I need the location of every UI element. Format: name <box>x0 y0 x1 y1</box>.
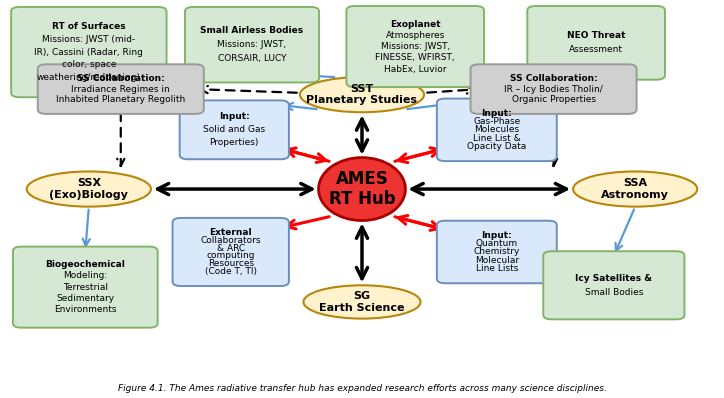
Text: Quantum: Quantum <box>476 239 518 248</box>
FancyBboxPatch shape <box>437 221 557 283</box>
Text: color, space: color, space <box>62 60 116 69</box>
Ellipse shape <box>27 172 151 207</box>
Text: Input:: Input: <box>219 112 250 121</box>
FancyBboxPatch shape <box>185 7 319 82</box>
Text: Missions: JWST,: Missions: JWST, <box>381 42 450 51</box>
Text: Chemistry: Chemistry <box>473 248 520 256</box>
Ellipse shape <box>573 172 697 207</box>
Text: Molecules: Molecules <box>474 125 519 135</box>
Text: External: External <box>209 228 252 237</box>
Text: Resources: Resources <box>208 259 254 268</box>
FancyBboxPatch shape <box>180 100 289 159</box>
FancyBboxPatch shape <box>346 6 484 87</box>
Text: Small Airless Bodies: Small Airless Bodies <box>201 26 303 35</box>
FancyBboxPatch shape <box>11 7 167 97</box>
FancyBboxPatch shape <box>437 99 557 161</box>
Text: & ARC: & ARC <box>216 244 245 253</box>
Text: HabEx, Luvior: HabEx, Luvior <box>384 64 447 74</box>
Text: Molecular: Molecular <box>475 256 519 265</box>
Text: weathering/reddening): weathering/reddening) <box>37 73 141 82</box>
FancyBboxPatch shape <box>13 247 158 328</box>
FancyBboxPatch shape <box>543 251 684 319</box>
Text: NEO Threat: NEO Threat <box>567 31 626 40</box>
FancyBboxPatch shape <box>172 218 289 286</box>
Text: Gas-Phase: Gas-Phase <box>473 117 521 126</box>
Text: Irradiance Regimes in: Irradiance Regimes in <box>72 85 170 94</box>
Text: Organic Properties: Organic Properties <box>512 95 596 104</box>
Text: CORSAIR, LUCY: CORSAIR, LUCY <box>218 54 286 63</box>
Text: Missions: JWST,: Missions: JWST, <box>217 40 287 49</box>
Text: FINESSE, WFIRST,: FINESSE, WFIRST, <box>376 53 455 62</box>
Text: Icy Satellites &: Icy Satellites & <box>576 274 652 283</box>
Text: Line List &: Line List & <box>473 134 521 143</box>
Text: Sedimentary: Sedimentary <box>56 294 114 303</box>
Text: computing: computing <box>206 251 255 260</box>
Text: Figure 4.1. The Ames radiative transfer hub has expanded research efforts across: Figure 4.1. The Ames radiative transfer … <box>117 384 607 393</box>
Text: SSA
Astronomy: SSA Astronomy <box>601 178 669 200</box>
Text: Biogeochemical: Biogeochemical <box>46 260 125 269</box>
Text: Terrestrial: Terrestrial <box>63 283 108 292</box>
Text: Inhabited Planetary Regolith: Inhabited Planetary Regolith <box>56 95 185 104</box>
Text: (Code T, TI): (Code T, TI) <box>205 267 257 276</box>
FancyBboxPatch shape <box>471 64 636 114</box>
FancyBboxPatch shape <box>527 6 665 80</box>
Ellipse shape <box>303 285 421 318</box>
Text: Input:: Input: <box>481 109 512 117</box>
Text: Collaborators: Collaborators <box>201 236 261 245</box>
Text: Small Bodies: Small Bodies <box>585 288 643 297</box>
Text: RT of Surfaces: RT of Surfaces <box>52 22 126 31</box>
Text: AMES
RT Hub: AMES RT Hub <box>329 170 395 209</box>
Text: Opacity Data: Opacity Data <box>467 142 526 151</box>
Text: Missions: JWST (mid-: Missions: JWST (mid- <box>42 35 135 44</box>
Text: Solid and Gas: Solid and Gas <box>203 125 266 135</box>
FancyBboxPatch shape <box>38 64 203 114</box>
Text: SS Collaboration:: SS Collaboration: <box>510 74 597 83</box>
Text: SS Collaboration:: SS Collaboration: <box>77 74 164 83</box>
Text: SST
Planetary Studies: SST Planetary Studies <box>306 84 418 105</box>
Text: Properties): Properties) <box>210 139 259 147</box>
Text: SG
Earth Science: SG Earth Science <box>319 291 405 313</box>
Text: SSX
(Exo)Biology: SSX (Exo)Biology <box>49 178 128 200</box>
Ellipse shape <box>319 158 405 220</box>
Text: Modeling:: Modeling: <box>63 271 107 280</box>
Text: Line Lists: Line Lists <box>476 264 518 273</box>
Ellipse shape <box>300 77 424 112</box>
Text: Assessment: Assessment <box>569 45 623 55</box>
Text: Environments: Environments <box>54 305 117 314</box>
Text: Atmospheres: Atmospheres <box>385 31 445 40</box>
Text: IR), Cassini (Radar, Ring: IR), Cassini (Radar, Ring <box>35 48 143 57</box>
Text: Input:: Input: <box>481 231 512 240</box>
Text: IR – Icy Bodies Tholin/: IR – Icy Bodies Tholin/ <box>504 85 603 94</box>
Text: Exoplanet: Exoplanet <box>390 20 440 29</box>
